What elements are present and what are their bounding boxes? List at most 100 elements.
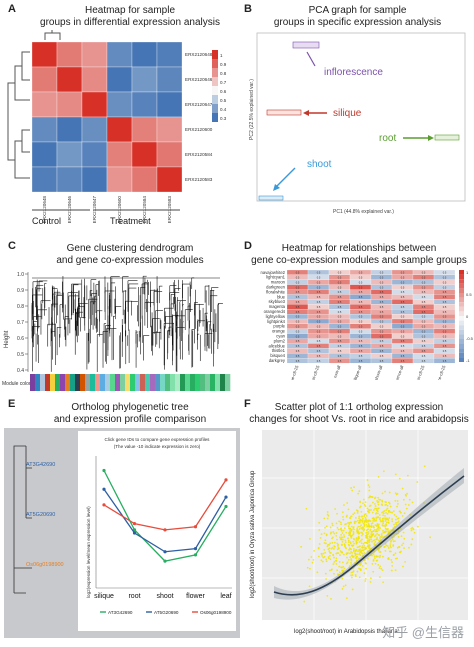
module-color xyxy=(55,374,61,391)
tree-leaf-2[interactable]: AT5G20690 xyxy=(26,512,55,518)
scatter-point xyxy=(408,498,411,501)
scatter-point xyxy=(360,549,363,552)
scatter-point xyxy=(363,515,366,517)
tree-leaf-3[interactable]: Os06g0198900 xyxy=(26,562,64,568)
legend-label[interactable]: AT3G42690 xyxy=(108,610,133,615)
panel-e-tree-branches xyxy=(13,445,32,594)
scatter-point xyxy=(399,511,402,514)
scatter-point xyxy=(342,538,344,541)
row-label: ERX2120646 xyxy=(185,77,213,82)
module-cell-label: 0.5 xyxy=(338,280,342,284)
module-row-label: darkgreen xyxy=(266,285,286,290)
scatter-point xyxy=(346,556,348,559)
scatter-point xyxy=(330,597,332,600)
series-point xyxy=(132,528,137,532)
scatter-point xyxy=(361,546,363,549)
module-cell-label: 0.5 xyxy=(359,305,363,309)
scatter-point xyxy=(368,489,371,492)
scatter-point xyxy=(340,566,342,569)
scatter-point xyxy=(350,535,353,537)
scatter-point xyxy=(377,529,380,531)
scatter-point xyxy=(362,498,365,501)
scatter-point xyxy=(359,548,362,551)
scatter-point xyxy=(366,528,369,531)
scatter-point xyxy=(377,512,379,515)
module-cell-label: 0.5 xyxy=(317,305,321,309)
scale-swatch xyxy=(459,288,464,293)
panel-c-title: Gene clustering dendrogram and gene co-e… xyxy=(20,243,240,267)
scatter-point xyxy=(333,572,335,575)
scale-swatch xyxy=(459,283,464,289)
panel-c-yticks: 1.0 0.9 0.8 0.7 0.6 0.5 0.4 xyxy=(17,272,28,374)
module-cell-label: 0.5 xyxy=(380,300,384,304)
module-cell-label: 0.5 xyxy=(401,329,405,333)
scale-tick: 0.8 xyxy=(220,71,227,76)
module-cell-label: 0.5 xyxy=(422,280,426,284)
scatter-point xyxy=(376,533,379,535)
scatter-point xyxy=(353,512,356,514)
scatter-point xyxy=(344,544,346,547)
scale-tick: 0.5 xyxy=(466,292,472,297)
scatter-point xyxy=(354,575,357,578)
scatter-point xyxy=(359,525,361,528)
scatter-point xyxy=(323,532,326,535)
module-cell-label: 0.5 xyxy=(380,329,384,333)
scatter-point xyxy=(370,522,373,525)
module-cell-label: 0.5 xyxy=(317,325,321,329)
scatter-point xyxy=(403,512,406,515)
heatmap-cell xyxy=(156,41,183,68)
tree-leaf-1[interactable]: AT3G42690 xyxy=(26,462,55,468)
module-cell-label: 0.5 xyxy=(296,329,300,333)
panel-a-color-scale: 1 0.9 0.8 0.7 0.6 0.5 0.4 0.3 xyxy=(212,50,227,122)
panel-f-fit-line xyxy=(273,475,465,596)
scatter-point xyxy=(347,539,350,542)
scatter-point xyxy=(327,514,330,517)
scatter-point xyxy=(413,531,416,534)
scatter-point xyxy=(363,552,366,554)
module-cell-label: 0.5 xyxy=(338,334,342,338)
scatter-point xyxy=(334,559,337,562)
module-cell-label: 0.5 xyxy=(443,349,447,353)
legend-label[interactable]: Os06g0198900 xyxy=(200,610,232,615)
scatter-point xyxy=(323,555,326,558)
scatter-point xyxy=(338,571,341,574)
module-cell-label: 0.5 xyxy=(443,285,447,289)
module-cell-label: 0.5 xyxy=(296,354,300,358)
scatter-point xyxy=(355,542,358,545)
scatter-point xyxy=(402,565,404,568)
sample-col-label: root-c8-25 xyxy=(309,364,320,380)
row-label: ERX2120648 xyxy=(185,52,213,57)
panel-e-xtick-labels: silique root shoot flower leaf xyxy=(94,593,232,600)
scatter-point xyxy=(394,492,397,494)
scatter-point xyxy=(349,517,352,520)
scatter-point xyxy=(378,498,380,501)
module-cell-label: 0.5 xyxy=(338,300,342,304)
scatter-point xyxy=(308,585,311,588)
module-cell-label: 0.5 xyxy=(338,290,342,294)
scatter-point xyxy=(372,553,375,556)
scatter-point xyxy=(384,515,386,517)
scatter-point xyxy=(384,490,386,493)
scatter-point xyxy=(401,487,404,490)
scale-swatch xyxy=(212,95,218,104)
scatter-point xyxy=(372,501,374,504)
category-label: shoot xyxy=(156,593,173,600)
scatter-point xyxy=(382,470,385,473)
scatter-point xyxy=(332,553,335,556)
module-row-label: bisque4 xyxy=(270,353,285,358)
scatter-point xyxy=(402,498,405,501)
scatter-point xyxy=(328,543,331,546)
module-cell-label: 0.5 xyxy=(443,329,447,333)
pca-label-inflorescence: inflorescence xyxy=(324,67,383,78)
module-cell-label: 0.5 xyxy=(296,280,300,284)
heatmap-cell xyxy=(31,66,58,93)
panel-e-chart-area xyxy=(78,431,236,631)
scatter-point xyxy=(364,516,367,519)
scatter-point xyxy=(365,567,367,570)
scatter-point xyxy=(365,515,368,517)
scatter-point xyxy=(389,511,392,514)
module-cell-label: 0.5 xyxy=(338,320,342,324)
scatter-point xyxy=(360,534,363,537)
scatter-point xyxy=(377,507,380,510)
legend-label[interactable]: AT5G20690 xyxy=(154,610,179,615)
